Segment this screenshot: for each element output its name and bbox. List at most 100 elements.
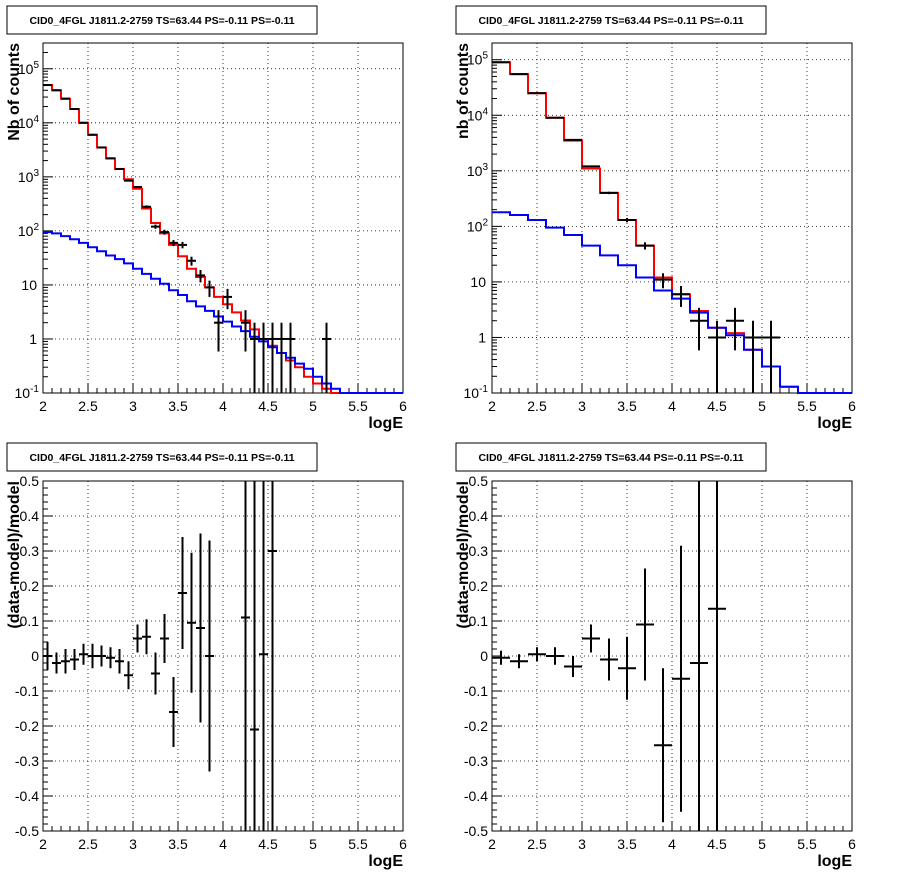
y-tick-label: -0.5 xyxy=(464,823,488,839)
y-tick-label: 0.3 xyxy=(469,543,489,559)
residual-point xyxy=(106,647,115,669)
residual-point xyxy=(160,614,169,663)
tick-base: 10 xyxy=(467,52,483,68)
y-tick-label: 102 xyxy=(467,217,489,234)
tick-exponent: 4 xyxy=(33,114,39,125)
data-point xyxy=(618,218,636,223)
residual-point xyxy=(654,668,672,823)
data-point xyxy=(286,322,295,393)
y-tick-label: -0.1 xyxy=(15,683,39,699)
residual-point xyxy=(241,481,250,831)
tick-exponent: 4 xyxy=(482,106,488,117)
residual-point xyxy=(250,481,259,831)
chart-title: CID0_4FGL J1811.2-2759 TS=63.44 PS=-0.11… xyxy=(478,15,743,27)
x-tick-label: 2.5 xyxy=(527,836,547,852)
y-tick-label: 0.4 xyxy=(469,508,489,524)
x-tick-label: 3.5 xyxy=(168,398,188,414)
data-point xyxy=(223,288,232,310)
residual-point xyxy=(600,638,618,681)
x-tick-label: 5.5 xyxy=(348,398,368,414)
data-point xyxy=(88,133,97,136)
residual-point xyxy=(178,537,187,649)
y-tick-label: 0.4 xyxy=(20,508,40,524)
x-tick-label: 2 xyxy=(39,398,47,414)
residual-point xyxy=(115,649,124,674)
x-tick-label: 3 xyxy=(578,398,586,414)
data-point xyxy=(744,320,762,393)
data-point xyxy=(672,285,690,307)
series-line-2 xyxy=(492,211,852,394)
tick-base: 10 xyxy=(18,61,34,77)
x-tick-label: 5.5 xyxy=(797,398,817,414)
y-tick-label: 0 xyxy=(31,648,39,664)
residual-point xyxy=(61,649,70,674)
residual-point xyxy=(259,481,268,831)
data-point xyxy=(241,310,250,352)
y-tick-label: 105 xyxy=(18,60,40,77)
x-tick-label: 2.5 xyxy=(78,398,98,414)
y-axis-label: (data-model)/model xyxy=(455,481,472,629)
data-point xyxy=(169,240,178,247)
residual-point xyxy=(708,481,726,831)
chart-title-box xyxy=(6,5,318,35)
x-axis-label: logE xyxy=(368,853,403,870)
residual-point xyxy=(133,624,142,653)
residual-point xyxy=(268,481,277,831)
data-point xyxy=(205,280,214,297)
tick-exponent: 3 xyxy=(33,168,39,179)
residual-point xyxy=(618,636,636,700)
y-tick-label: 0.1 xyxy=(20,613,40,629)
x-tick-label: 4.5 xyxy=(258,398,278,414)
y-tick-label: 0 xyxy=(480,648,488,664)
chart-panel-1: CID0_4FGL J1811.2-2759 TS=63.44 PS=-0.11… xyxy=(6,5,407,432)
data-point xyxy=(151,224,160,229)
residual-point xyxy=(546,647,564,665)
data-point xyxy=(97,146,106,149)
tick-exponent: 2 xyxy=(33,222,39,233)
tick-exponent: 3 xyxy=(482,162,488,173)
chart-panel-2: CID0_4FGL J1811.2-2759 TS=63.44 PS=-0.11… xyxy=(455,5,856,432)
data-point xyxy=(196,270,205,283)
residual-point xyxy=(52,652,61,674)
y-tick-label: -0.4 xyxy=(464,788,488,804)
data-point xyxy=(690,307,708,351)
residual-point xyxy=(672,545,690,812)
data-point xyxy=(322,322,331,393)
chart-title-box xyxy=(455,5,767,35)
data-point xyxy=(106,157,115,160)
data-point xyxy=(636,242,654,250)
data-point xyxy=(142,205,151,209)
x-tick-label: 2 xyxy=(488,836,496,852)
residual-point xyxy=(636,568,654,681)
y-tick-label: -0.2 xyxy=(464,718,488,734)
chart-title: CID0_4FGL J1811.2-2759 TS=63.44 PS=-0.11… xyxy=(478,452,743,464)
data-point xyxy=(600,191,618,195)
data-point xyxy=(187,256,196,266)
x-axis-label: logE xyxy=(817,853,852,870)
data-point xyxy=(160,229,169,235)
y-tick-label: 102 xyxy=(18,222,40,239)
residual-point xyxy=(582,624,600,653)
data-point xyxy=(277,322,286,393)
y-tick-label: 0.2 xyxy=(469,578,489,594)
x-tick-label: 5 xyxy=(309,398,317,414)
x-tick-label: 6 xyxy=(399,836,407,852)
data-point xyxy=(214,310,223,352)
x-tick-label: 6 xyxy=(399,398,407,414)
y-tick-label: 0.3 xyxy=(20,543,40,559)
y-tick-label: -0.1 xyxy=(464,683,488,699)
y-tick-label: 104 xyxy=(18,114,40,131)
x-tick-label: 2.5 xyxy=(527,398,547,414)
tick-exponent: 2 xyxy=(482,217,488,228)
tick-exponent: 5 xyxy=(33,60,39,71)
data-point xyxy=(124,179,133,182)
y-tick-label: 105 xyxy=(467,51,489,68)
x-tick-label: 2 xyxy=(488,398,496,414)
data-point xyxy=(726,307,744,351)
y-tick-label: 1 xyxy=(29,331,37,347)
y-axis-label: Nb of counts xyxy=(6,43,23,141)
data-point xyxy=(654,273,672,289)
y-axis-label: (data-model)/model xyxy=(6,481,23,629)
y-tick-label: 103 xyxy=(467,162,489,179)
